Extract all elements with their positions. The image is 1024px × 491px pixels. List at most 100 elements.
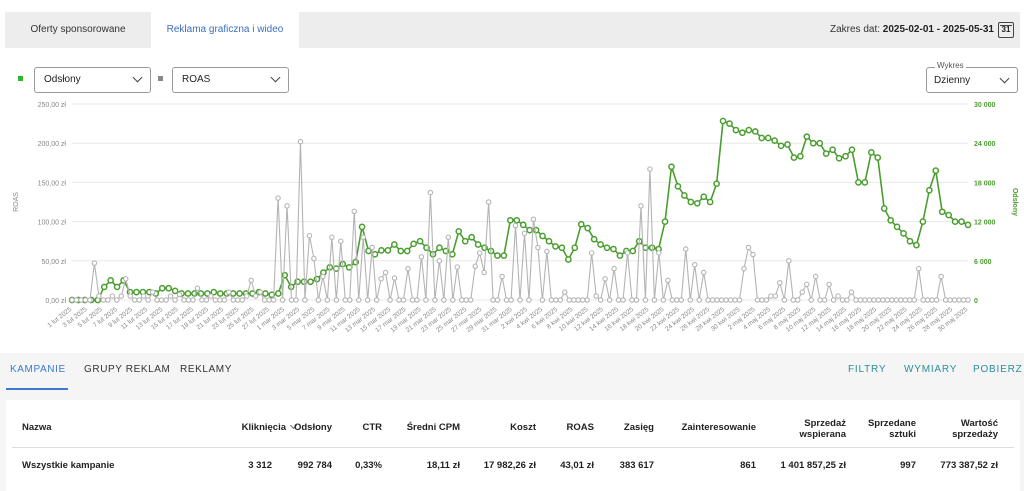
subtabs: KAMPANIE GRUPY REKLAM REKLAMY FILTRY WYM… — [0, 364, 1024, 394]
data-point — [284, 203, 290, 209]
data-point — [521, 230, 528, 237]
data-point — [154, 297, 160, 303]
data-point — [302, 297, 308, 303]
data-point — [461, 237, 469, 245]
data-point — [898, 297, 904, 303]
data-point — [365, 247, 372, 255]
data-point — [803, 281, 810, 288]
col-units-sold[interactable]: Sprzedane sztuki — [856, 418, 916, 440]
data-point — [929, 297, 935, 303]
data-point — [809, 139, 817, 147]
calendar-icon[interactable]: 31 — [998, 22, 1014, 38]
right-tick-label: 6 000 — [974, 259, 992, 266]
data-point — [866, 297, 873, 303]
data-point — [571, 297, 577, 303]
data-point — [235, 297, 241, 303]
subtab-ads[interactable]: REKLAMY — [180, 364, 232, 375]
data-point — [105, 297, 111, 303]
data-point — [661, 218, 669, 225]
download-button[interactable]: POBIERZ — [973, 364, 1023, 375]
data-point — [915, 265, 922, 272]
data-point — [311, 255, 317, 262]
data-point — [351, 208, 357, 215]
data-point — [476, 250, 483, 256]
data-point — [951, 218, 959, 225]
data-point — [364, 297, 371, 303]
row-units-sold: 997 — [900, 460, 916, 471]
data-point — [230, 297, 237, 303]
data-point — [732, 126, 740, 134]
tab-sponsored-offers[interactable]: Oferty sponsorowane — [30, 24, 126, 35]
data-point — [964, 221, 972, 229]
data-point — [441, 297, 447, 303]
col-ctr[interactable]: CTR — [362, 422, 382, 433]
col-engagement[interactable]: Zainteresowanie — [681, 422, 756, 433]
data-point — [835, 154, 843, 162]
data-point — [656, 250, 662, 256]
col-roas[interactable]: ROAS — [566, 422, 594, 433]
data-point — [445, 234, 452, 241]
data-point — [293, 297, 299, 303]
subtab-ad-groups[interactable]: GRUPY REKLAM — [84, 364, 171, 375]
data-point — [911, 297, 917, 303]
data-point — [741, 265, 747, 272]
dimensions-button[interactable]: WYMIARY — [904, 364, 958, 375]
data-point — [674, 297, 680, 303]
chart-type-legend: Wykres — [935, 61, 966, 71]
data-point — [436, 244, 443, 252]
data-point — [745, 244, 752, 251]
col-clicks[interactable]: Kliknięcia — [216, 421, 298, 433]
data-point — [455, 228, 463, 235]
subtab-active-indicator — [6, 388, 68, 390]
left-tick-label: 200,00 zł — [38, 141, 67, 148]
data-point — [423, 297, 429, 303]
col-cpm[interactable]: Średni CPM — [406, 422, 460, 433]
col-name[interactable]: Nazwa — [22, 422, 52, 433]
data-point — [387, 297, 393, 303]
date-range[interactable]: Zakres dat: 2025-02-01 - 2025-05-31 — [830, 12, 994, 48]
data-point — [687, 198, 695, 206]
data-point — [577, 220, 585, 228]
col-sales-supported[interactable]: Sprzedaż wspierana — [776, 418, 846, 440]
data-point — [700, 269, 707, 276]
col-sales-value[interactable]: Wartość sprzedaży — [926, 418, 998, 440]
data-point — [945, 211, 953, 219]
row-ctr: 0,33% — [355, 460, 382, 471]
data-point — [633, 297, 640, 303]
filters-button[interactable]: FILTRY — [848, 364, 887, 375]
col-units-sold-l1: Sprzedane — [867, 418, 916, 429]
data-point — [790, 297, 797, 303]
data-point — [750, 251, 756, 258]
col-views[interactable]: Odsłony — [293, 422, 332, 433]
col-reach[interactable]: Zasięg — [623, 422, 654, 433]
data-point — [855, 179, 862, 186]
data-point — [938, 208, 946, 216]
chart-type-select[interactable]: Wykres Dzienny — [926, 61, 1018, 93]
data-point — [539, 232, 546, 240]
data-point — [842, 152, 849, 160]
data-point — [506, 216, 514, 224]
metric-select-left[interactable]: Odsłony — [34, 67, 151, 93]
subtab-campaigns[interactable]: KAMPANIE — [10, 364, 66, 375]
metric-select-right[interactable]: ROAS — [172, 67, 289, 93]
row-name[interactable]: Wszystkie kampanie — [22, 460, 115, 471]
col-cost[interactable]: Koszt — [510, 422, 536, 433]
tab-display-video[interactable]: Reklama graficzna i wideo — [151, 12, 299, 48]
data-point — [405, 265, 411, 272]
data-point — [874, 154, 882, 161]
data-point — [875, 297, 882, 303]
data-point — [893, 223, 901, 231]
data-point — [593, 293, 599, 299]
data-point — [620, 297, 626, 303]
data-point — [683, 246, 689, 252]
data-point — [131, 297, 138, 303]
data-point — [575, 297, 581, 303]
left-tick-label: 50,00 zł — [41, 259, 66, 266]
data-point — [674, 182, 682, 190]
data-point — [485, 199, 492, 205]
data-point — [436, 258, 443, 264]
data-point — [566, 297, 573, 303]
data-point — [378, 276, 384, 282]
data-point — [270, 297, 277, 303]
data-point — [826, 281, 832, 288]
